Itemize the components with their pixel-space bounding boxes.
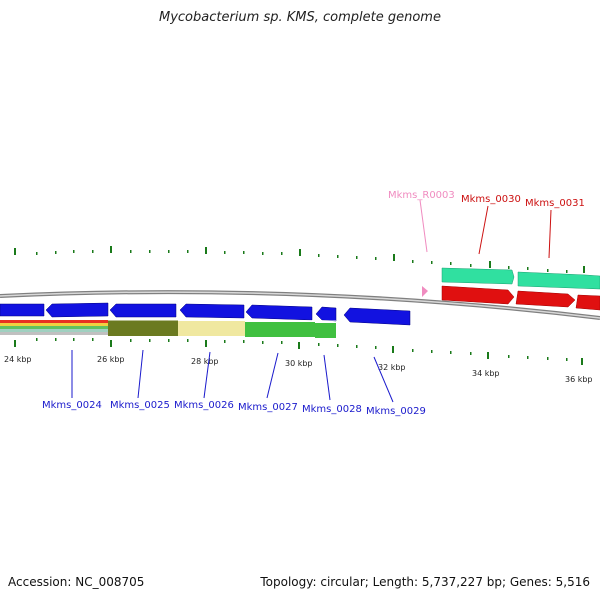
gene-label-mkms-0024: Mkms_0024	[42, 400, 102, 411]
feature-bands	[0, 320, 336, 338]
bottom-label-leaders	[71, 349, 394, 403]
gene-label-mkms-0026: Mkms_0026	[174, 400, 234, 411]
leader-mkms-0031	[548, 209, 552, 259]
gene-label-mkms-0029: Mkms_0029	[366, 406, 426, 417]
forward-genes-teal	[441, 267, 600, 290]
scale-label-36kbp: 36 kbp	[565, 375, 593, 384]
gene-label-mkms-r0003: Mkms_R0003	[388, 190, 455, 201]
scale-labels: 24 kbp 26 kbp 28 kbp 30 kbp 32 kbp 34 kb…	[4, 355, 593, 384]
leader-mkms-0030	[478, 205, 489, 255]
genome-summary-text: Topology: circular; Length: 5,737,227 bp…	[260, 575, 590, 589]
rna-gene-marker	[422, 286, 428, 297]
gene-label-mkms-0030: Mkms_0030	[461, 194, 521, 205]
gene-label-mkms-0028: Mkms_0028	[302, 404, 362, 415]
accession-text: Accession: NC_008705	[8, 575, 145, 589]
scale-label-24kbp: 24 kbp	[4, 355, 32, 364]
scale-label-28kbp: 28 kbp	[191, 357, 219, 366]
lower-tick-marks	[14, 338, 583, 365]
scale-label-26kbp: 26 kbp	[97, 355, 125, 364]
gene-label-mkms-0025: Mkms_0025	[110, 400, 170, 411]
scale-label-34kbp: 34 kbp	[472, 369, 500, 378]
gene-label-mkms-0031: Mkms_0031	[525, 198, 585, 209]
page-title: Mycobacterium sp. KMS, complete genome	[159, 10, 441, 25]
bottom-gene-labels: Mkms_0024 Mkms_0025 Mkms_0026 Mkms_0027 …	[42, 400, 426, 417]
reverse-genes	[0, 302, 411, 326]
scale-label-30kbp: 30 kbp	[285, 359, 313, 368]
scale-label-32kbp: 32 kbp	[378, 363, 406, 372]
leader-mkms-r0003	[419, 199, 428, 253]
gene-label-mkms-0027: Mkms_0027	[238, 402, 298, 413]
upper-tick-marks	[14, 246, 585, 273]
forward-genes-red	[441, 285, 600, 311]
